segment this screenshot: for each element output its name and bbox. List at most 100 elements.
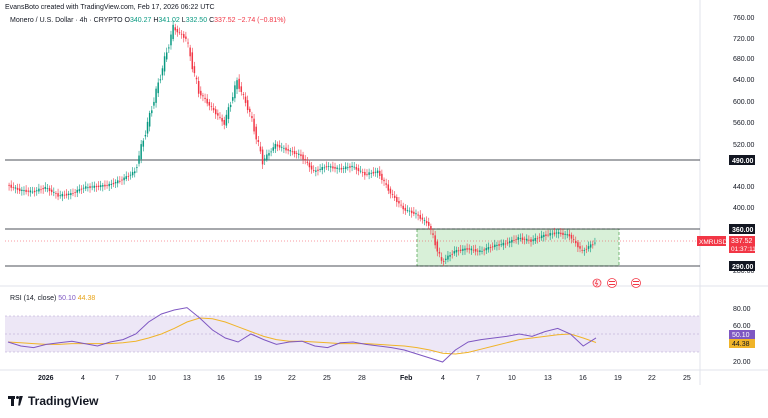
time-tick: 10	[148, 375, 156, 382]
candle-body	[575, 240, 577, 244]
candle-body	[244, 96, 247, 103]
candle-body	[342, 168, 345, 169]
candle-body	[272, 147, 274, 151]
candle-body	[361, 172, 364, 173]
candle-body	[300, 154, 302, 157]
time-tick: 7	[115, 375, 119, 382]
candle-body	[153, 101, 155, 106]
lightning-glyph-icon	[594, 279, 599, 287]
candle-body	[159, 79, 162, 81]
candle-body	[206, 98, 208, 104]
candle-body	[106, 185, 108, 186]
candle-body	[91, 186, 93, 188]
lightning-event-icon[interactable]	[592, 278, 602, 288]
candle-body	[232, 97, 234, 101]
event-icons[interactable]	[592, 278, 641, 288]
candle-body	[396, 197, 398, 203]
candle-body	[44, 186, 47, 189]
candle-body	[523, 238, 526, 240]
candle-body	[323, 167, 326, 169]
candle-body	[155, 88, 157, 103]
candle-body	[315, 170, 317, 172]
candle-body	[151, 110, 153, 114]
candle-body	[281, 146, 283, 148]
candle-body	[555, 232, 558, 234]
candle-body	[355, 166, 358, 170]
candle-body	[592, 244, 594, 246]
candle-body	[455, 249, 458, 253]
candle-body	[340, 167, 343, 170]
candle-body	[78, 189, 81, 192]
rsi-band	[5, 316, 700, 352]
time-tick: Feb	[400, 375, 412, 382]
candle-body	[102, 185, 104, 187]
price-tick: 400.00	[733, 205, 755, 212]
candle-body	[114, 182, 117, 184]
rsi-value-tag	[729, 330, 755, 339]
candle-body	[511, 239, 513, 243]
candle-body	[67, 193, 70, 195]
us-flag-event-icon[interactable]	[607, 278, 617, 288]
candle-body	[530, 239, 532, 242]
us-flag-event-icon[interactable]	[631, 278, 641, 288]
candle-body	[445, 258, 447, 261]
candle-body	[255, 126, 257, 140]
price-text: 337.52	[731, 238, 753, 245]
level-360-text: 360.00	[732, 227, 754, 234]
candle-body	[257, 140, 260, 143]
candle-body	[334, 166, 336, 169]
price-tag	[729, 236, 755, 253]
candle-body	[214, 109, 217, 115]
candle-body	[376, 170, 379, 174]
candle-body	[545, 234, 547, 236]
candle-body	[383, 179, 385, 182]
candle-body	[402, 205, 404, 210]
candle-body	[295, 153, 298, 154]
candle-body	[457, 250, 460, 252]
low-value: 332.50	[185, 17, 208, 24]
candle-body	[434, 235, 436, 246]
price-tick: 520.00	[733, 142, 755, 149]
candle-body	[372, 171, 375, 174]
candle-body	[466, 248, 468, 250]
candle-body	[229, 104, 232, 108]
time-tick: 13	[183, 375, 191, 382]
candle-body	[172, 24, 174, 40]
candle-body	[370, 172, 372, 174]
candle-body	[187, 42, 189, 44]
candle-body	[536, 238, 539, 240]
candle-body	[304, 159, 306, 161]
candle-body	[268, 153, 270, 156]
candle-body	[161, 68, 164, 76]
candle-body	[242, 94, 245, 95]
candle-body	[225, 114, 228, 126]
ticker-tag	[697, 236, 726, 246]
candle-body	[191, 52, 194, 70]
rsi-value-tag-text: 50.10	[732, 332, 750, 339]
candle-body	[489, 247, 492, 248]
candle-body	[183, 34, 185, 38]
candle-body	[238, 78, 240, 89]
candle-body	[223, 120, 225, 125]
candle-body	[129, 174, 132, 176]
tradingview-logo[interactable]: TradingView	[8, 394, 98, 408]
candle-body	[468, 248, 470, 250]
candle-body	[157, 82, 159, 94]
candle-body	[65, 193, 68, 196]
candle-body	[325, 166, 328, 168]
candle-body	[72, 193, 74, 195]
candle-body	[583, 250, 586, 252]
candle-body	[185, 36, 187, 39]
candle-body	[82, 187, 85, 189]
candle-body	[221, 117, 223, 122]
candle-body	[63, 194, 66, 196]
candle-body	[74, 192, 76, 193]
rsi-title: RSI (14, close)	[10, 295, 57, 302]
candle-body	[451, 253, 453, 255]
rsi-ma-value: 44.38	[77, 295, 96, 302]
candle-body	[14, 187, 17, 189]
candle-body	[53, 191, 55, 193]
candle-body	[298, 153, 300, 155]
candle-body	[387, 184, 390, 191]
